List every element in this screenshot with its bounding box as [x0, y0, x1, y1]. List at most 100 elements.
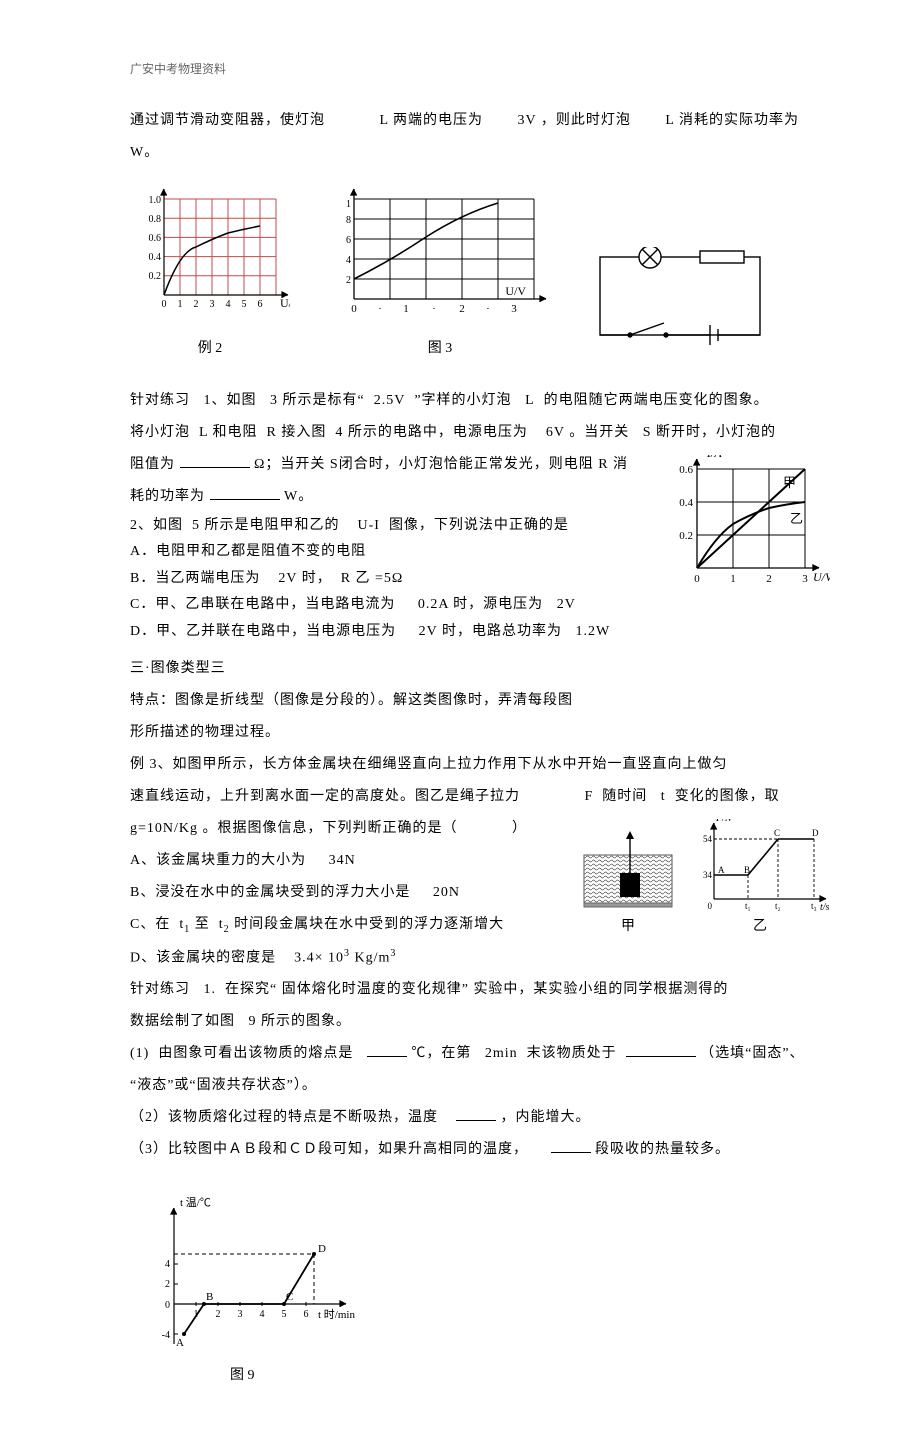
text: A、该金属块重力的大小为	[130, 853, 306, 868]
svg-text:乙: 乙	[790, 511, 803, 526]
svg-text:R/Ω: R/Ω	[360, 187, 380, 190]
text: 末该物质处于	[527, 1046, 617, 1061]
svg-text:0: 0	[165, 1300, 170, 1311]
text: W。	[130, 145, 159, 160]
text: 2V 时，电路总功率为	[419, 624, 562, 639]
chart-9-caption: 图 9	[130, 1364, 830, 1384]
sec3-feature-a: 特点：图像是折线型（图像是分段的）。解这类图像时，弄清每段图	[130, 687, 830, 715]
svg-text:甲: 甲	[783, 475, 796, 490]
text: Kg/m	[355, 950, 391, 965]
text: 随时间	[602, 789, 647, 804]
svg-text:0: 0	[162, 299, 167, 310]
svg-text:0.2: 0.2	[679, 530, 693, 542]
svg-text:0.6: 0.6	[149, 233, 162, 244]
text: t	[661, 789, 666, 804]
svg-text:4: 4	[165, 1259, 170, 1270]
text: 通过调节滑动变阻器，使灯泡	[130, 113, 325, 128]
practice-1-line1: 针对练习 1、如图 3 所示是标有“ 2.5V ”字样的小灯泡 L 的电阻随它两…	[130, 387, 830, 415]
blank	[456, 1106, 496, 1121]
svg-text:D: D	[812, 828, 819, 838]
svg-text:D: D	[318, 1243, 326, 1255]
tp1-line1: 针对练习 1. 在探究“ 固体熔化时温度的变化规律” 实验中，某实验小组的同学根…	[130, 976, 830, 1004]
text: 6V	[546, 425, 565, 440]
svg-text:U/V: U/V	[813, 570, 830, 584]
svg-text:·: ·	[486, 303, 490, 315]
text: D．甲、乙并联在电路中，当电源电压为	[130, 624, 396, 639]
text: S 断开时，小灯泡的	[643, 425, 776, 440]
svg-text:6: 6	[304, 1309, 309, 1320]
text: L	[665, 113, 674, 128]
intro-para: 通过调节滑动变阻器，使灯泡 L 两端的电压为 3V ，则此时灯泡 L 消耗的实际…	[130, 107, 830, 135]
svg-text:U/V: U/V	[505, 284, 526, 298]
text: 3 所示是标有“	[270, 393, 365, 408]
svg-text:0.2: 0.2	[149, 271, 162, 282]
svg-text:t 时/min: t 时/min	[318, 1308, 355, 1321]
svg-text:2: 2	[165, 1279, 170, 1290]
svg-text:5: 5	[242, 299, 247, 310]
text: W。	[284, 489, 313, 504]
svg-text:2: 2	[459, 303, 465, 315]
text: 实验中，某实验小组的同学根据测得的	[473, 982, 728, 997]
ex3-yi-chart: 54 34 A B C D 0 t₁ t₂ t₃ F/N t/s	[690, 819, 830, 935]
text: 2min	[485, 1046, 518, 1061]
text: 0.2A 时，源电压为	[418, 597, 543, 612]
text: 2V 时，	[278, 571, 331, 586]
svg-text:6: 6	[346, 235, 351, 246]
text: 34N	[329, 853, 356, 868]
svg-text:t₁: t₁	[745, 901, 751, 911]
ex3-D: D、该金属块的密度是 3.4× 103 Kg/m3	[130, 944, 830, 973]
svg-text:2: 2	[216, 1309, 221, 1320]
y-axis-label: I/A	[158, 187, 174, 190]
svg-text:-4: -4	[162, 1330, 170, 1341]
text: g=10N/Kg	[130, 821, 198, 836]
svg-text:t₃: t₃	[811, 901, 817, 911]
ex3-line2: 速直线运动，上升到离水面一定的高度处。图乙是绳子拉力 F 随时间 t 变化的图像…	[130, 783, 830, 811]
chart-2-caption: 例 2	[130, 337, 290, 357]
svg-text:t₂: t₂	[775, 901, 781, 911]
svg-text:1.0: 1.0	[149, 195, 162, 206]
svg-text:6: 6	[258, 299, 263, 310]
ex3-line1: 例 3、如图甲所示，长方体金属块在细绳竖直向上拉力作用下从水中开始一直竖直向上做…	[130, 751, 830, 779]
sec3-feature-b: 形所描述的物理过程。	[130, 719, 830, 747]
svg-text:0.4: 0.4	[149, 252, 162, 263]
text: 1.	[204, 982, 217, 997]
text: B．当乙两端电压为	[130, 571, 260, 586]
text: C、在	[130, 917, 170, 932]
svg-text:B: B	[744, 865, 750, 875]
text: 在探究“	[225, 982, 277, 997]
text: 4 所示的电路中，电源电压为	[335, 425, 528, 440]
text: 3.4×	[294, 950, 323, 965]
ex3-yi-caption: 乙	[690, 915, 830, 935]
text: F	[585, 789, 594, 804]
chart-9: A B C D 2 4 0 -4 1 2 3 4 5 6	[130, 1194, 830, 1384]
text: 至	[195, 917, 210, 932]
svg-text:t 温/℃: t 温/℃	[180, 1196, 211, 1209]
svg-text:C: C	[774, 828, 780, 838]
text: ，则此时灯泡	[541, 113, 631, 128]
x-axis-label: U/V	[280, 296, 290, 310]
svg-text:A: A	[176, 1337, 184, 1349]
svg-text:1: 1	[403, 303, 409, 315]
svg-text:2: 2	[194, 299, 199, 310]
text: 段吸收的热量较多。	[595, 1142, 730, 1157]
blank	[367, 1042, 407, 1057]
text: 5 所示是电阻甲和乙的	[192, 518, 340, 533]
svg-text:I/A: I/A	[706, 455, 722, 460]
text: U-I	[358, 518, 380, 533]
text: D、该金属块的密度是	[130, 950, 276, 965]
text: 3	[390, 948, 396, 959]
svg-text:0: 0	[694, 573, 700, 585]
text: (1)	[130, 1046, 149, 1061]
svg-text:4: 4	[226, 299, 231, 310]
svg-text:4: 4	[260, 1309, 265, 1320]
svg-text:0.8: 0.8	[149, 214, 162, 225]
blank	[180, 453, 250, 468]
page-header: 广安中考物理资料	[130, 60, 830, 77]
text: 2、如图	[130, 518, 183, 533]
text: B、浸没在水中的金属块受到的浮力大小是	[130, 885, 410, 900]
intro-para-2: W。	[130, 139, 830, 167]
blank	[551, 1138, 591, 1153]
svg-text:0.6: 0.6	[679, 464, 693, 476]
svg-text:2: 2	[346, 275, 351, 286]
svg-text:·: ·	[432, 303, 436, 315]
